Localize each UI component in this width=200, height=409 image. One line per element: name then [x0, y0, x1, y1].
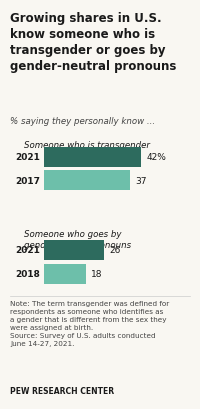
Text: % saying they personally know ...: % saying they personally know ...	[10, 117, 155, 126]
Text: Someone who goes by
gender-neutral pronouns: Someone who goes by gender-neutral prono…	[24, 229, 131, 249]
Text: Note: The term transgender was defined for
respondents as someone who identifies: Note: The term transgender was defined f…	[10, 301, 169, 346]
Text: 2021: 2021	[15, 153, 40, 162]
Text: Growing shares in U.S.
know someone who is
transgender or goes by
gender-neutral: Growing shares in U.S. know someone who …	[10, 12, 176, 73]
Text: Someone who is transgender: Someone who is transgender	[24, 141, 150, 150]
FancyBboxPatch shape	[44, 148, 141, 167]
Text: 37: 37	[135, 176, 146, 185]
Text: PEW RESEARCH CENTER: PEW RESEARCH CENTER	[10, 387, 114, 396]
Text: 18: 18	[91, 270, 102, 279]
FancyBboxPatch shape	[44, 240, 104, 260]
FancyBboxPatch shape	[44, 171, 130, 191]
Text: 26: 26	[109, 246, 121, 255]
FancyBboxPatch shape	[44, 264, 86, 284]
Text: 2018: 2018	[15, 270, 40, 279]
Text: 2017: 2017	[15, 176, 40, 185]
Text: 2021: 2021	[15, 246, 40, 255]
Text: 42%: 42%	[146, 153, 166, 162]
